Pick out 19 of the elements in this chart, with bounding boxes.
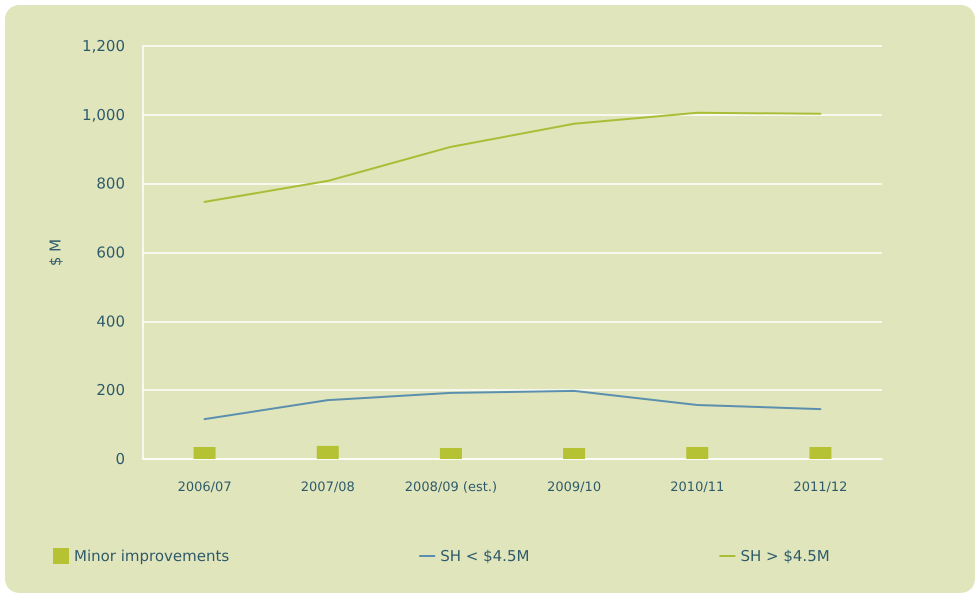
y-tick-label: 200 <box>96 381 125 400</box>
legend-label: SH < $4.5M <box>440 547 530 565</box>
line-series <box>204 112 822 203</box>
legend-label: SH > $4.5M <box>740 547 830 565</box>
x-tick-label: 2011/12 <box>793 480 848 495</box>
y-tick-label: 400 <box>96 312 125 330</box>
x-tick-label: 2008/09 (est.) <box>404 480 498 495</box>
x-tick-label: 2010/11 <box>670 480 724 495</box>
y-tick-label: 1,000 <box>82 106 125 124</box>
line-series <box>204 390 822 420</box>
x-tick-label: 2006/07 <box>178 480 232 495</box>
y-tick-label: 600 <box>96 244 125 262</box>
y-tick-label: 800 <box>96 174 125 193</box>
y-tick-label: 0 <box>115 450 125 468</box>
legend-label: Minor improvements <box>74 547 230 565</box>
x-tick-label: 2007/08 <box>300 480 355 495</box>
x-tick-label: 2009/10 <box>547 480 602 495</box>
y-axis-title: $ M <box>46 238 64 266</box>
y-tick-label: 1,200 <box>82 37 125 55</box>
